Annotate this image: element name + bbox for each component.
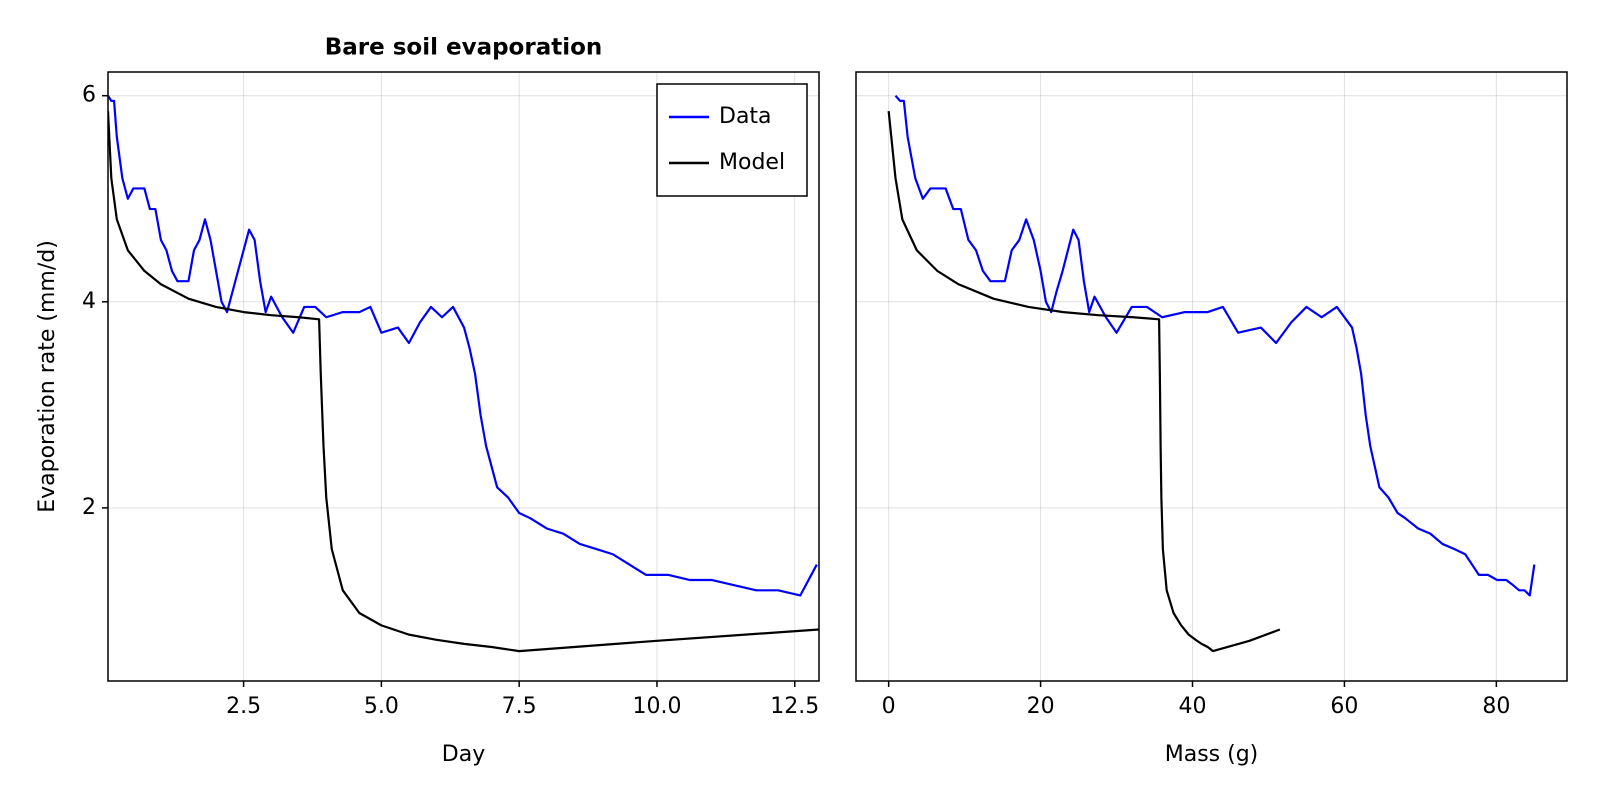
x-tick-label: 80 [1482,694,1510,719]
x-tick-label: 40 [1179,694,1207,719]
x-tick-label: 5.0 [364,694,399,719]
series-line [108,111,819,653]
y-tick-label: 4 [82,289,96,314]
chart-title: Bare soil evaporation [325,35,603,61]
x-tick-label: 60 [1330,694,1358,719]
y-tick-label: 2 [82,495,96,520]
x-tick-label: 7.5 [502,694,537,719]
legend-label: Model [719,150,785,175]
plot-frame [107,71,820,682]
x-tick-label: 20 [1027,694,1055,719]
x-axis-label: Day [442,742,485,767]
x-tick-label: 0 [882,694,896,719]
x-tick-label: 10.0 [632,694,681,719]
y-tick-label: 6 [82,83,96,108]
x-tick-label: 2.5 [226,694,261,719]
x-axis-label: Mass (g) [1165,742,1259,767]
legend-box [656,83,808,197]
legend-label: Data [719,104,772,129]
series-line [887,111,1281,653]
series-line [894,94,1536,597]
series-line [108,95,818,597]
x-tick-label: 12.5 [770,694,819,719]
plot-frame [855,71,1568,682]
y-axis-label: Evaporation rate (mm/d) [35,240,60,513]
